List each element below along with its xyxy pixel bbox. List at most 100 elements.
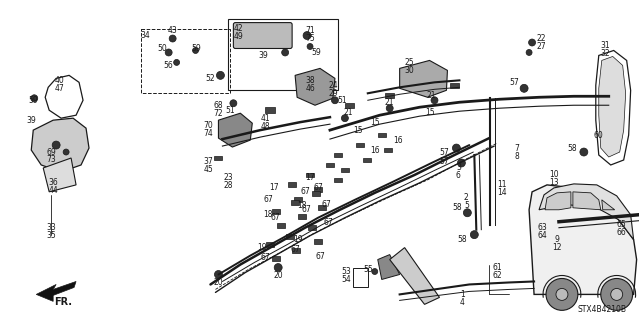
Text: 67: 67 [290, 245, 300, 254]
Text: 27: 27 [536, 42, 546, 51]
Polygon shape [599, 56, 626, 157]
Text: 7: 7 [515, 144, 520, 152]
Text: 41: 41 [260, 114, 270, 123]
Text: 11: 11 [497, 180, 507, 189]
Circle shape [63, 149, 69, 155]
Polygon shape [298, 214, 306, 219]
Polygon shape [265, 107, 275, 113]
Text: 39: 39 [259, 51, 268, 60]
Text: 48: 48 [260, 122, 270, 131]
Polygon shape [425, 85, 434, 91]
Polygon shape [399, 60, 447, 97]
Text: 67: 67 [323, 218, 333, 227]
Polygon shape [385, 93, 394, 98]
Circle shape [31, 95, 38, 102]
Text: 58: 58 [452, 203, 462, 212]
Circle shape [529, 39, 536, 46]
Text: 59: 59 [311, 48, 321, 57]
Text: 38: 38 [305, 76, 315, 85]
Text: 16: 16 [370, 145, 380, 154]
Text: 67: 67 [300, 187, 310, 197]
Text: 20: 20 [273, 271, 283, 280]
Text: 16: 16 [393, 136, 403, 145]
Text: 39: 39 [26, 116, 36, 125]
Text: 58: 58 [567, 144, 577, 152]
Polygon shape [341, 167, 349, 172]
Circle shape [341, 115, 348, 122]
Text: 18: 18 [298, 201, 307, 210]
Polygon shape [291, 200, 299, 205]
Text: 70: 70 [204, 121, 213, 130]
Polygon shape [334, 152, 342, 157]
Text: 57: 57 [440, 147, 449, 157]
Polygon shape [272, 256, 280, 261]
Circle shape [230, 100, 237, 107]
Text: 15: 15 [353, 126, 363, 135]
Text: 4: 4 [460, 298, 465, 307]
Text: STX4B4210B: STX4B4210B [578, 305, 627, 314]
Text: 6: 6 [456, 171, 461, 181]
Polygon shape [539, 184, 634, 240]
Circle shape [556, 288, 568, 300]
Text: 59: 59 [28, 96, 38, 105]
Circle shape [303, 32, 311, 40]
Text: 18: 18 [264, 210, 273, 219]
Text: 51: 51 [225, 106, 236, 115]
Text: 56: 56 [164, 61, 173, 70]
Circle shape [463, 209, 471, 217]
Text: 31: 31 [600, 41, 609, 50]
Polygon shape [356, 143, 364, 147]
Text: 9: 9 [554, 235, 559, 244]
Polygon shape [346, 102, 355, 108]
Text: 44: 44 [48, 186, 58, 195]
Polygon shape [378, 255, 399, 279]
Circle shape [580, 148, 588, 156]
Polygon shape [318, 205, 326, 210]
Text: 12: 12 [552, 243, 562, 252]
Text: 46: 46 [305, 84, 315, 93]
Text: 66: 66 [617, 228, 627, 237]
Text: 17: 17 [269, 183, 279, 192]
Bar [141, 29, 230, 93]
Circle shape [458, 159, 465, 167]
Circle shape [282, 49, 289, 56]
Polygon shape [312, 191, 320, 196]
Polygon shape [573, 192, 601, 210]
Text: 42: 42 [234, 24, 243, 33]
Text: 36: 36 [48, 178, 58, 187]
Text: 73: 73 [46, 155, 56, 165]
Text: 15: 15 [370, 118, 380, 127]
Circle shape [552, 221, 559, 228]
Text: FR.: FR. [54, 297, 72, 308]
Polygon shape [326, 163, 334, 167]
Text: 35: 35 [46, 231, 56, 240]
Text: 1: 1 [460, 290, 465, 299]
Text: 15: 15 [425, 108, 435, 117]
Text: 14: 14 [497, 188, 507, 197]
Polygon shape [308, 225, 316, 230]
Text: 67: 67 [315, 252, 325, 261]
Circle shape [601, 278, 632, 310]
Circle shape [470, 231, 478, 239]
Text: 61: 61 [492, 263, 502, 272]
Polygon shape [295, 68, 335, 105]
Text: 5: 5 [464, 201, 468, 210]
Polygon shape [450, 83, 459, 88]
Text: 67: 67 [263, 195, 273, 204]
Polygon shape [272, 209, 280, 214]
Circle shape [431, 97, 438, 104]
Text: 65: 65 [617, 220, 627, 229]
Circle shape [386, 105, 393, 112]
Text: 74: 74 [204, 129, 213, 137]
Text: 40: 40 [54, 76, 64, 85]
Circle shape [452, 144, 460, 152]
Polygon shape [266, 242, 274, 247]
Text: 53: 53 [341, 267, 351, 276]
Polygon shape [378, 133, 386, 137]
Text: 2: 2 [464, 193, 468, 202]
Polygon shape [334, 177, 342, 182]
Text: 72: 72 [214, 109, 223, 118]
Polygon shape [602, 200, 614, 210]
Text: 75: 75 [305, 34, 315, 43]
Text: 21: 21 [385, 98, 394, 107]
